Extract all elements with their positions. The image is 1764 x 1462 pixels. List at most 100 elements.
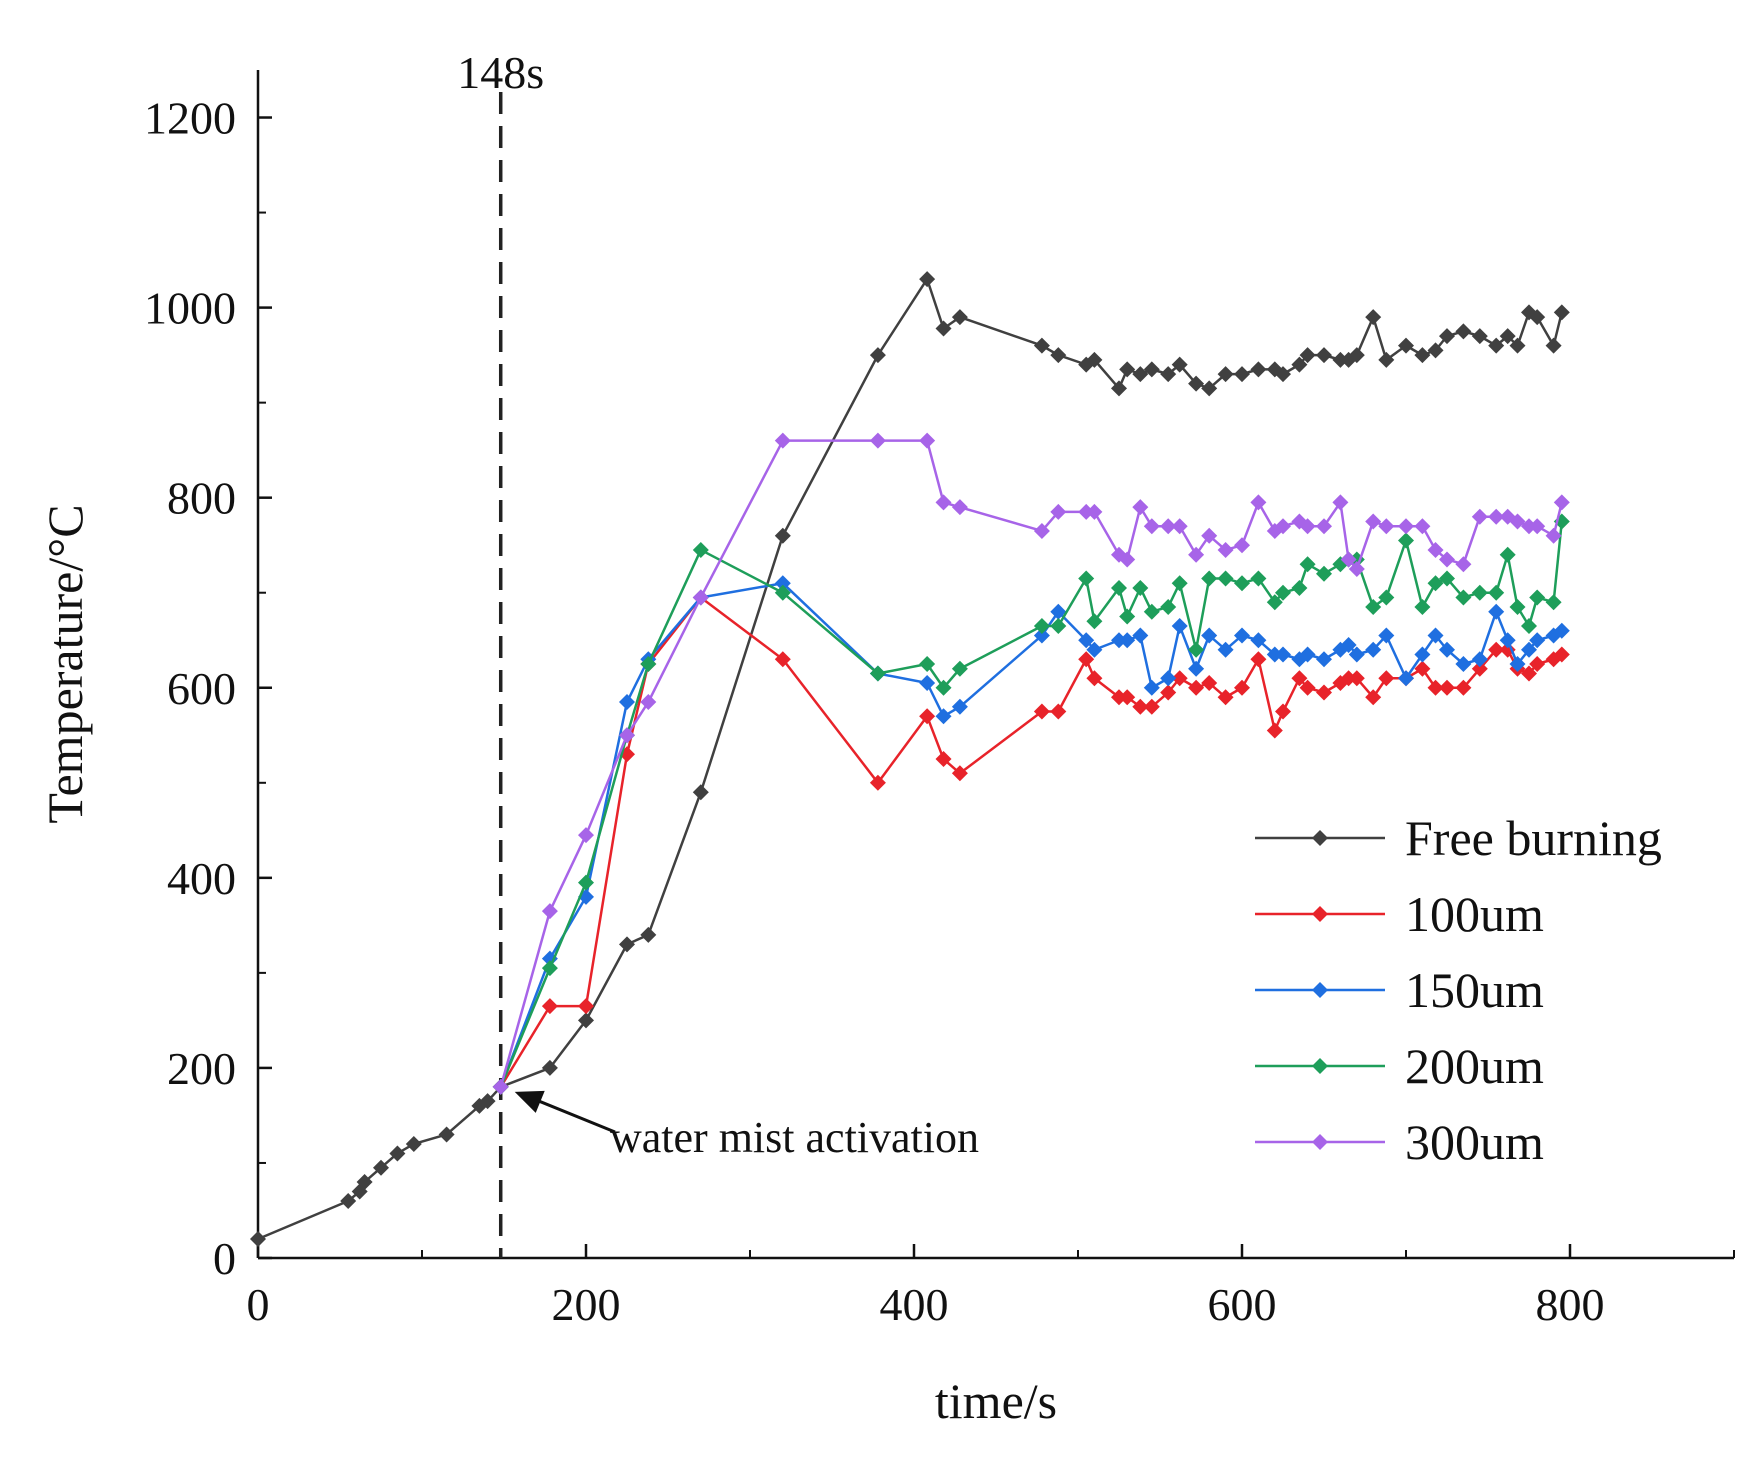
data-point-100um [919, 708, 936, 725]
data-point-150um [1398, 670, 1414, 687]
series-free-burning [250, 271, 1570, 1247]
data-point-200um [1414, 598, 1431, 615]
legend-marker-200um [1312, 1058, 1328, 1074]
x-tick-label: 800 [1536, 1279, 1605, 1330]
data-point-free-burning [1033, 337, 1050, 354]
data-point-free-burning [479, 1093, 496, 1110]
data-point-free-burning [869, 347, 886, 364]
data-point-free-burning [1509, 337, 1526, 354]
data-point-200um [1119, 608, 1136, 625]
data-point-200um [1427, 575, 1444, 592]
data-point-100um [774, 651, 791, 668]
data-point-300um [1188, 546, 1205, 563]
data-point-150um [1455, 656, 1472, 672]
data-point-free-burning [1529, 309, 1546, 326]
data-point-150um [1499, 632, 1516, 649]
data-point-free-burning [438, 1126, 455, 1143]
data-point-200um [1521, 617, 1537, 634]
data-point-200um [1509, 598, 1526, 615]
data-point-200um [1266, 594, 1283, 611]
data-point-150um [1488, 603, 1505, 620]
data-point-200um [1132, 579, 1149, 596]
data-point-200um [1316, 565, 1332, 582]
data-point-100um [1250, 651, 1267, 668]
data-point-200um [1439, 570, 1455, 587]
data-point-150um [935, 708, 952, 725]
data-point-150um [1143, 679, 1160, 696]
data-point-150um [1439, 641, 1455, 658]
data-point-300um [935, 494, 952, 511]
annotation-arrowhead [514, 1090, 545, 1113]
data-point-100um [1188, 679, 1205, 696]
y-tick-label: 1000 [144, 283, 236, 334]
data-point-free-burning [1545, 337, 1562, 354]
data-point-300um [1545, 527, 1562, 544]
data-point-300um [919, 432, 936, 449]
annotation-group: water mist activation [514, 1090, 979, 1162]
data-point-150um [1050, 603, 1067, 620]
data-point-300um [1119, 551, 1136, 568]
series-200um [492, 513, 1570, 1095]
data-point-free-burning [1050, 347, 1067, 364]
data-point-300um [1529, 518, 1546, 535]
annotation-arrow-shaft [528, 1095, 616, 1134]
data-point-200um [541, 960, 558, 977]
x-axis-title: time/s [935, 1373, 1057, 1429]
legend-marker-150um [1312, 982, 1328, 998]
data-point-100um [1427, 679, 1444, 696]
y-tick-label: 800 [167, 473, 236, 524]
data-point-150um [774, 575, 791, 592]
data-point-200um [1033, 617, 1050, 634]
data-point-200um [1201, 570, 1218, 587]
data-point-100um [1521, 665, 1537, 682]
data-point-300um [1439, 551, 1455, 568]
data-point-100um [1217, 689, 1234, 706]
data-point-200um [1234, 575, 1250, 592]
data-point-free-burning [1365, 309, 1382, 326]
data-point-100um [869, 774, 886, 791]
data-point-200um [1455, 589, 1472, 606]
data-point-200um [692, 541, 709, 558]
data-point-150um [1365, 641, 1382, 658]
data-point-200um [1086, 613, 1103, 630]
data-point-100um [1299, 679, 1316, 696]
data-point-free-burning [1275, 366, 1291, 383]
data-point-200um [1545, 594, 1562, 611]
data-point-free-burning [1132, 366, 1149, 383]
data-point-150um [1471, 651, 1488, 668]
data-point-300um [1427, 541, 1444, 558]
data-point-100um [1234, 679, 1250, 696]
data-point-200um [1143, 603, 1160, 620]
data-point-150um [1119, 632, 1136, 649]
data-point-free-burning [619, 936, 635, 953]
series-300um [492, 432, 1570, 1095]
data-point-300um [492, 1078, 509, 1095]
data-point-300um [1521, 518, 1537, 535]
data-point-100um [1050, 703, 1067, 720]
data-point-150um [1340, 636, 1357, 653]
data-point-150um [1250, 632, 1267, 649]
data-point-200um [1499, 546, 1516, 563]
x-tick-label: 400 [880, 1279, 949, 1330]
data-point-100um [935, 751, 952, 768]
data-point-300um [774, 432, 791, 449]
data-point-free-burning [405, 1135, 422, 1152]
data-point-100um [1078, 651, 1095, 668]
activation-vline-group: 148s [457, 47, 544, 1258]
data-point-300um [1316, 518, 1332, 535]
data-point-300um [692, 589, 709, 606]
data-point-free-burning [1378, 351, 1395, 368]
data-point-200um [1111, 579, 1127, 596]
data-point-150um [1086, 641, 1103, 658]
legend-marker-100um [1312, 906, 1328, 922]
data-point-100um [1414, 660, 1431, 677]
data-point-100um [1378, 670, 1395, 687]
data-point-300um [1132, 499, 1149, 516]
data-point-free-burning [951, 309, 968, 326]
data-point-150um [1509, 656, 1526, 672]
data-point-150um [1299, 646, 1316, 663]
data-point-150um [1521, 641, 1537, 658]
data-point-free-burning [578, 1012, 594, 1029]
data-point-200um [1299, 556, 1316, 573]
